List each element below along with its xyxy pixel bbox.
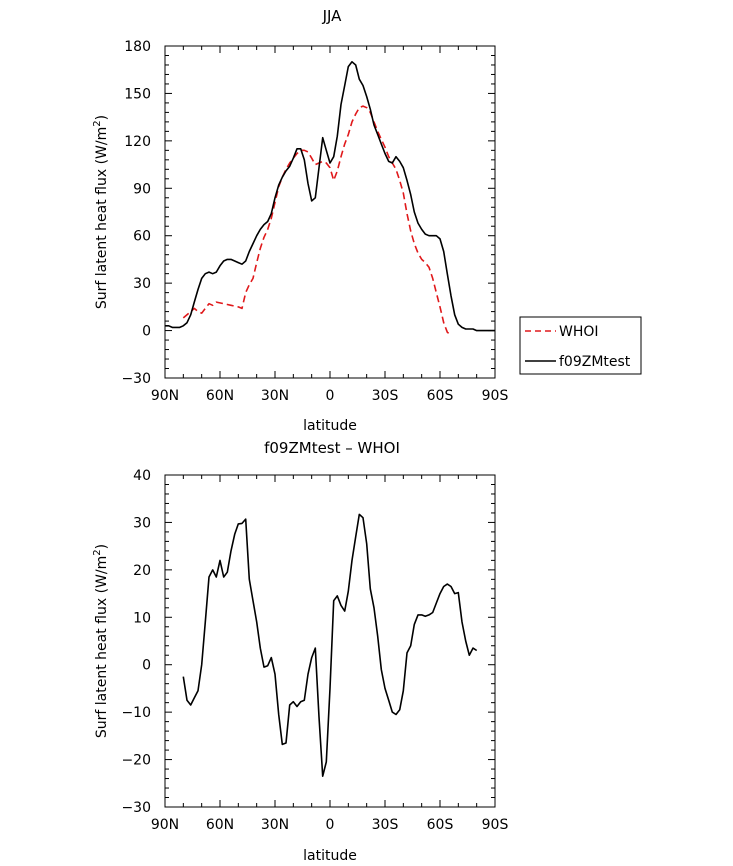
y-tick-label: 180 <box>124 39 151 55</box>
series-line-f09zmtest <box>165 61 495 332</box>
legend: WHOI f09ZMtest <box>519 316 642 375</box>
panel-bottom: f09ZMtest – WHOI 90N 60N 30N 0 30S 60S 90S −30 −… <box>92 439 508 864</box>
y-tick-label: 90 <box>133 181 151 197</box>
x-tick-label: 90S <box>482 388 509 404</box>
panel-top-y-axis-label: Surf latent heat flux (W/m2) <box>92 115 110 309</box>
x-tick-label: 30S <box>372 817 399 833</box>
y-tick-label: 30 <box>133 276 151 292</box>
y-tick-label: 20 <box>133 563 151 579</box>
legend-box <box>519 316 642 375</box>
y-tick-label: 30 <box>133 515 151 531</box>
legend-label-f09zmtest: f09ZMtest <box>559 354 631 370</box>
series-line-difference <box>182 513 478 777</box>
x-tick-label: 90S <box>482 817 509 833</box>
panel-top-series <box>165 61 495 335</box>
panel-top: JJA 90N 60N 30N 0 30S 60S 90S −30 0 30 60 90 120 150 1… <box>92 7 642 434</box>
y-tick-label: 120 <box>124 134 151 150</box>
panel-top-x-axis-label: latitude <box>303 418 357 434</box>
y-tick-label: 0 <box>142 658 151 674</box>
panel-bottom-y-axis-label: Surf latent heat flux (W/m2) <box>92 544 110 738</box>
panel-bottom-series <box>182 513 478 777</box>
panel-bottom-ticks: 90N 60N 30N 0 30S 60S 90S −30 −20 −10 0 10 20 30 40 <box>121 468 508 833</box>
legend-label-whoi: WHOI <box>559 324 599 340</box>
x-tick-label: 60S <box>427 817 454 833</box>
x-tick-label: 90N <box>151 388 179 404</box>
x-tick-label: 60N <box>206 388 234 404</box>
series-line-whoi <box>182 105 450 335</box>
y-tick-label: 40 <box>133 468 151 484</box>
y-tick-label: 150 <box>124 86 151 102</box>
panel-top-ticks: 90N 60N 30N 0 30S 60S 90S −30 0 30 60 90 120 150 180 <box>121 39 508 404</box>
y-tick-label: −30 <box>121 800 151 816</box>
x-tick-label: 30N <box>261 388 289 404</box>
x-tick-label: 0 <box>326 388 335 404</box>
panel-bottom-x-axis-label: latitude <box>303 848 357 864</box>
x-tick-label: 30N <box>261 817 289 833</box>
panel-bottom-title: f09ZMtest – WHOI <box>264 439 400 457</box>
panel-top-title: JJA <box>322 7 343 25</box>
y-tick-label: 60 <box>133 229 151 245</box>
x-tick-label: 60S <box>427 388 454 404</box>
y-tick-label: −20 <box>121 753 151 769</box>
panel-bottom-frame <box>164 474 496 808</box>
x-tick-label: 60N <box>206 817 234 833</box>
x-tick-label: 0 <box>326 817 335 833</box>
y-tick-label: 0 <box>142 324 151 340</box>
x-tick-label: 90N <box>151 817 179 833</box>
y-tick-label: −10 <box>121 705 151 721</box>
y-tick-label: 10 <box>133 610 151 626</box>
x-tick-label: 30S <box>372 388 399 404</box>
y-tick-label: −30 <box>121 371 151 387</box>
